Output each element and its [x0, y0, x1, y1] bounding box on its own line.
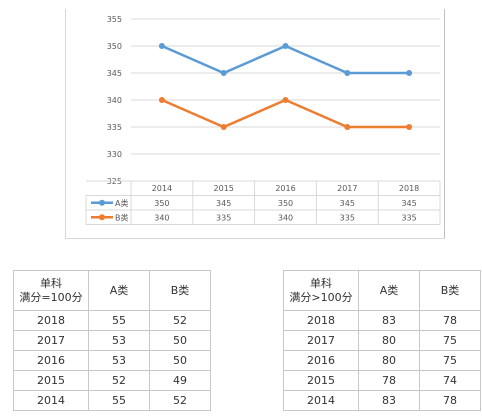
- cell-b: 78: [419, 390, 481, 411]
- data-table-value: 340: [278, 213, 293, 222]
- table-row: 2017 80 75: [283, 330, 481, 351]
- data-table-value: 335: [340, 213, 355, 222]
- header-subject-line1: 单科: [310, 276, 332, 290]
- table-row: 2015 52 49: [13, 370, 211, 391]
- legend-label: B类: [115, 212, 129, 222]
- header-b: B类: [149, 270, 211, 311]
- cell-b: 50: [149, 330, 211, 351]
- cell-year: 2014: [283, 390, 359, 411]
- header-b: B类: [419, 270, 481, 311]
- y-tick-label: 340: [107, 96, 122, 105]
- data-point: [344, 124, 351, 130]
- data-point: [344, 70, 351, 76]
- y-tick-label: 355: [107, 15, 122, 24]
- header-subject: 单科 满分=100分: [13, 270, 89, 311]
- data-table-value: 335: [401, 213, 416, 222]
- data-table-value: 345: [216, 199, 231, 208]
- x-tick-label: 2016: [275, 184, 295, 193]
- table-row: 2018 55 52: [13, 310, 211, 331]
- header-subject: 单科 满分>100分: [283, 270, 359, 311]
- cell-year: 2017: [13, 330, 89, 351]
- table-row: 2015 78 74: [283, 370, 481, 391]
- data-point: [220, 124, 227, 130]
- x-tick-label: 2014: [152, 184, 172, 193]
- cell-year: 2018: [283, 310, 359, 331]
- y-tick-label: 330: [107, 150, 122, 159]
- y-tick-label: 335: [107, 123, 122, 132]
- data-point: [282, 43, 289, 49]
- cell-b: 52: [149, 310, 211, 331]
- data-table-value: 345: [401, 199, 416, 208]
- header-subject-line1: 单科: [40, 276, 62, 290]
- series-line-a: [161, 44, 410, 75]
- header-a: A类: [358, 270, 420, 311]
- cell-year: 2016: [283, 350, 359, 371]
- data-point: [406, 124, 413, 130]
- cell-a: 55: [88, 310, 150, 331]
- data-point: [158, 97, 165, 103]
- data-table-value: 345: [340, 199, 355, 208]
- table-header-row: 单科 满分=100分 A类 B类: [13, 270, 211, 311]
- table-row: 2016 80 75: [283, 350, 481, 371]
- cell-a: 83: [358, 390, 420, 411]
- cell-year: 2017: [283, 330, 359, 351]
- x-tick-label: 2015: [214, 184, 234, 193]
- y-tick-label: 345: [107, 69, 122, 78]
- data-point: [406, 70, 413, 76]
- legend-key-marker: [99, 214, 105, 221]
- header-subject-line2: 满分>100分: [289, 290, 353, 304]
- header-subject-line2: 满分=100分: [19, 290, 83, 304]
- x-tick-label: 2018: [399, 184, 419, 193]
- cell-b: 74: [419, 370, 481, 391]
- cell-b: 78: [419, 310, 481, 331]
- data-point: [220, 70, 227, 76]
- table-row: 2014 83 78: [283, 390, 481, 411]
- series-line-b: [161, 98, 410, 129]
- table-header-row: 单科 满分>100分 A类 B类: [283, 270, 481, 311]
- table-row: 2016 53 50: [13, 350, 211, 371]
- cell-b: 52: [149, 390, 211, 411]
- data-point: [282, 97, 289, 103]
- score-table-high: 单科 满分>100分 A类 B类 2018 83 78 2017 80 75 2…: [283, 270, 481, 411]
- cell-a: 52: [88, 370, 150, 391]
- cell-year: 2018: [13, 310, 89, 331]
- x-tick-label: 2017: [337, 184, 357, 193]
- cell-b: 75: [419, 330, 481, 351]
- data-point: [158, 43, 165, 49]
- data-table-value: 335: [216, 213, 231, 222]
- cell-a: 83: [358, 310, 420, 331]
- legend-key-marker: [99, 199, 105, 206]
- legend-label: A类: [115, 198, 128, 208]
- cell-b: 75: [419, 350, 481, 371]
- score-table-standard: 单科 满分=100分 A类 B类 2018 55 52 2017 53 50 2…: [13, 270, 211, 411]
- data-table-value: 340: [154, 213, 169, 222]
- table-row: 2018 83 78: [283, 310, 481, 331]
- data-table-value: 350: [154, 199, 169, 208]
- header-a: A类: [88, 270, 150, 311]
- cell-year: 2014: [13, 390, 89, 411]
- chart-frame: 325 330 335 340 345 350 355 2014 2015 2016 2017 201…: [65, 9, 445, 239]
- table-row: 2017 53 50: [13, 330, 211, 351]
- cell-a: 80: [358, 330, 420, 351]
- cell-year: 2015: [13, 370, 89, 391]
- cell-a: 80: [358, 350, 420, 371]
- cell-a: 53: [88, 350, 150, 371]
- cell-b: 49: [149, 370, 211, 391]
- cell-b: 50: [149, 350, 211, 371]
- cell-a: 53: [88, 330, 150, 351]
- y-tick-label: 350: [107, 42, 122, 51]
- cell-a: 55: [88, 390, 150, 411]
- data-table-value: 350: [278, 199, 293, 208]
- cell-a: 78: [358, 370, 420, 391]
- cell-year: 2016: [13, 350, 89, 371]
- table-row: 2014 55 52: [13, 390, 211, 411]
- cell-year: 2015: [283, 370, 359, 391]
